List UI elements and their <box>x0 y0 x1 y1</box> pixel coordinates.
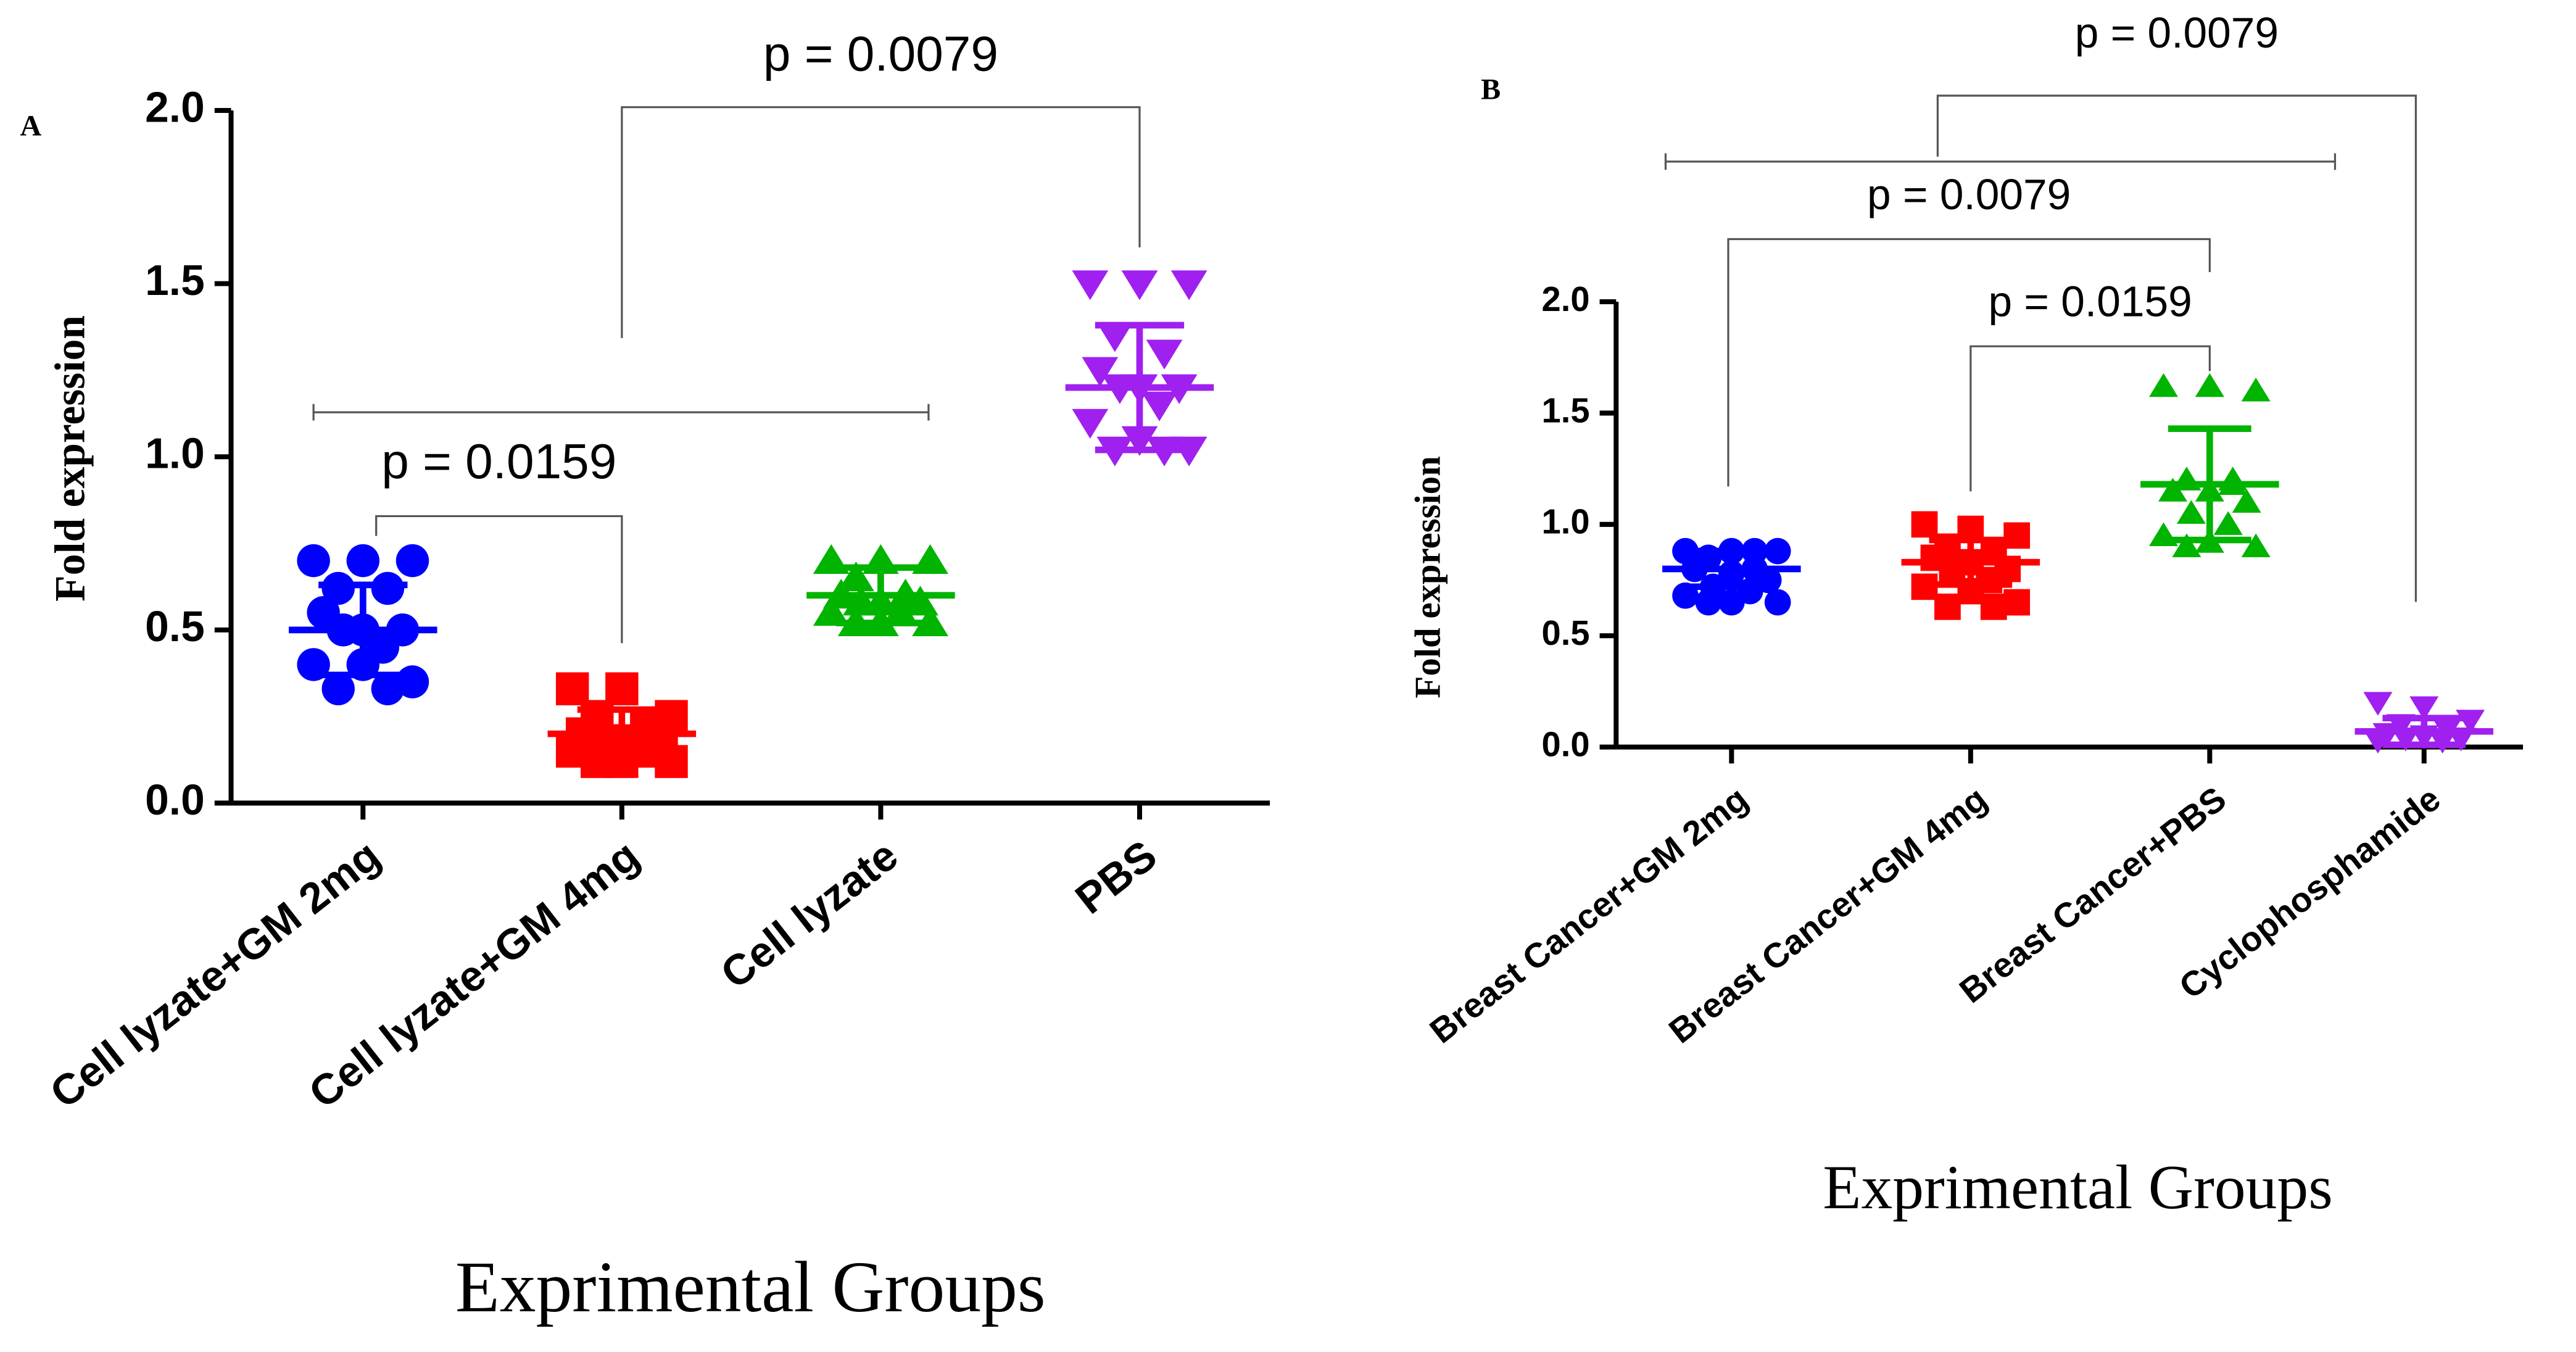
data-point <box>842 586 879 616</box>
significance-bracket <box>1969 345 2211 492</box>
data-point <box>813 596 850 626</box>
data-point <box>1072 409 1109 439</box>
data-point <box>837 561 874 592</box>
x-axis-title: Exprimental Groups <box>455 1247 1046 1327</box>
data-point <box>2409 696 2439 721</box>
data-point <box>297 544 330 578</box>
data-point <box>630 710 663 744</box>
data-point <box>396 544 429 578</box>
data-point <box>2241 533 2271 557</box>
data-point <box>1096 322 1133 352</box>
data-point <box>321 672 355 705</box>
data-point <box>371 571 405 605</box>
y-tick-label: 2.0 <box>1542 280 1590 318</box>
error-bar <box>318 581 408 679</box>
p-value-label: p = 0.0159 <box>381 433 616 489</box>
data-point <box>605 672 639 705</box>
data-point <box>1072 270 1109 301</box>
data-point <box>2363 692 2393 716</box>
x-tick-label: PBS <box>1066 831 1166 923</box>
y-axis-title: Fold expression <box>47 315 94 602</box>
data-point <box>1911 511 1938 538</box>
data-point <box>1695 589 1722 616</box>
y-axis-title: Fold expression <box>1407 456 1447 698</box>
data-point <box>2158 478 2188 502</box>
data-point <box>371 672 405 705</box>
capped-line <box>1664 153 2337 170</box>
y-tick-label: 1.5 <box>145 256 205 304</box>
data-point <box>555 672 589 705</box>
panel-label: B <box>1481 73 1501 106</box>
significance-bracket <box>1727 238 2211 487</box>
data-point <box>2195 373 2224 397</box>
data-point <box>1764 537 1791 565</box>
data-point <box>2176 500 2206 524</box>
error-bar <box>577 706 667 761</box>
data-point <box>2363 729 2393 754</box>
data-point <box>882 596 919 626</box>
y-tick-label: 2.0 <box>145 83 205 131</box>
y-tick-label: 0.5 <box>1542 613 1590 652</box>
significance-bracket <box>375 515 623 644</box>
p-value-label: p = 0.0079 <box>763 26 998 81</box>
data-point <box>1141 391 1178 421</box>
data-point <box>1170 270 1207 301</box>
data-point <box>1082 357 1119 387</box>
significance-bracket <box>621 106 1141 338</box>
y-tick-label: 0.0 <box>145 776 205 824</box>
data-point <box>2232 489 2261 513</box>
data-point <box>2172 533 2201 557</box>
error-bar <box>1095 321 1185 454</box>
data-point <box>2003 589 2031 616</box>
x-tick-label: Cell lyzate <box>712 831 907 998</box>
p-value-label: p = 0.0159 <box>1988 278 2192 326</box>
error-bar <box>2168 425 2251 544</box>
data-point <box>2003 522 2031 549</box>
data-point <box>321 571 355 605</box>
data-point <box>1170 436 1207 467</box>
data-point <box>1764 589 1791 616</box>
data-point <box>2241 377 2271 402</box>
y-tick-label: 1.0 <box>145 429 205 478</box>
data-point <box>1980 593 2007 620</box>
data-point <box>1121 270 1158 301</box>
data-point <box>1146 339 1183 370</box>
y-tick-label: 1.5 <box>1542 391 1590 429</box>
data-point <box>912 606 948 637</box>
x-axis-title: Exprimental Groups <box>1823 1153 2332 1222</box>
data-point <box>1934 593 1961 620</box>
significance-bracket <box>1936 94 2417 602</box>
capped-line <box>312 404 930 421</box>
p-value-label: p = 0.0079 <box>2075 9 2279 57</box>
y-tick-label: 1.0 <box>1542 502 1590 541</box>
data-point <box>2213 511 2243 535</box>
data-point <box>2149 373 2179 397</box>
error-bar <box>1690 547 1773 591</box>
error-bar <box>2382 715 2466 749</box>
y-tick-label: 0.0 <box>1542 724 1590 763</box>
data-point <box>346 544 380 578</box>
p-value-label: p = 0.0079 <box>1867 170 2071 218</box>
error-bar <box>1929 536 2013 588</box>
error-bar <box>836 564 926 626</box>
y-tick-label: 0.5 <box>145 602 205 650</box>
data-point <box>581 745 614 778</box>
data-point <box>655 745 688 778</box>
data-point <box>1718 589 1745 616</box>
panel-label: A <box>20 109 41 142</box>
